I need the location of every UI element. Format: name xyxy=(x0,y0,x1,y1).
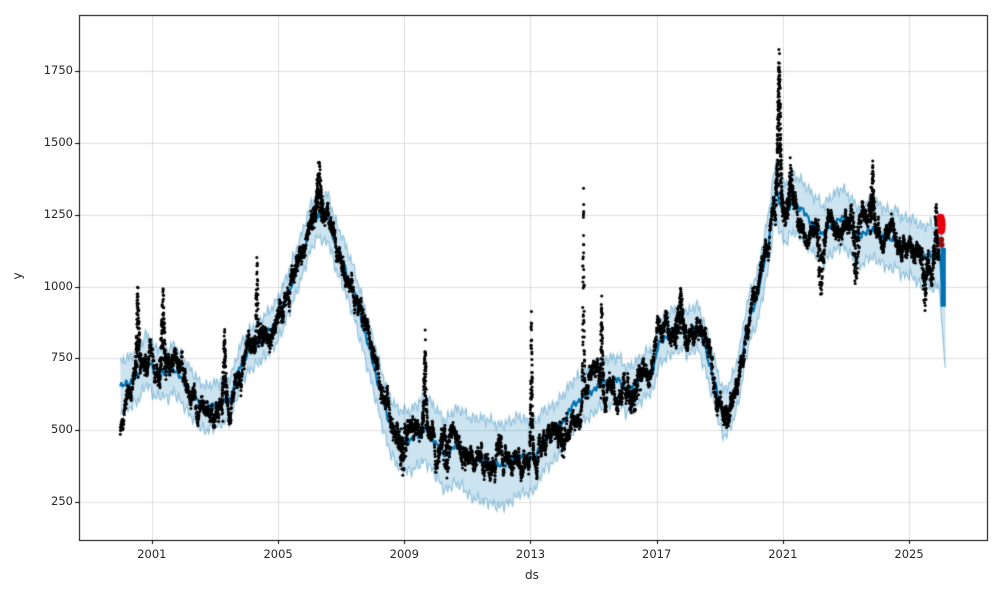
y-tick-label: 750 xyxy=(51,350,73,365)
y-tick-label: 1000 xyxy=(43,278,73,293)
x-tick-label: 2013 xyxy=(515,547,546,561)
y-tick-label: 1750 xyxy=(43,62,73,77)
x-tick-label: 2005 xyxy=(263,547,293,561)
x-tick-label: 2021 xyxy=(768,547,798,561)
x-axis-label: ds xyxy=(525,568,539,582)
x-tick-label: 2017 xyxy=(642,547,672,561)
x-tick-label: 2001 xyxy=(137,547,167,561)
y-tick-label: 500 xyxy=(51,422,73,437)
y-tick-label: 1250 xyxy=(43,206,73,221)
y-axis-label: y xyxy=(10,271,25,280)
y-tick-label: 1500 xyxy=(43,134,73,149)
x-tick-label: 2025 xyxy=(894,547,924,561)
y-tick-label: 250 xyxy=(51,494,73,509)
x-tick-label: 2009 xyxy=(389,547,419,561)
